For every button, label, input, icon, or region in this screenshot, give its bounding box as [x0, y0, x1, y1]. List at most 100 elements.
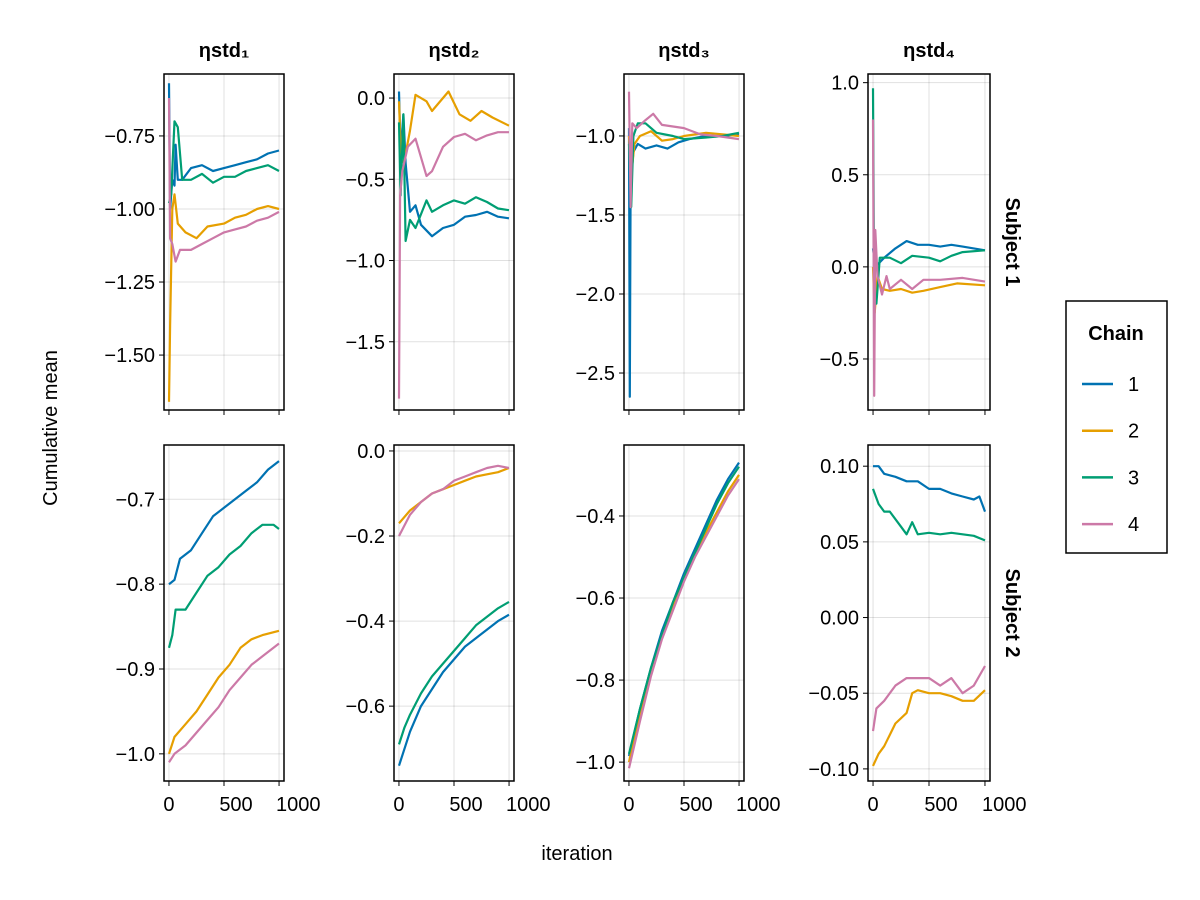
y-tick-label: −2.0	[576, 284, 615, 306]
panel-frame	[867, 73, 991, 411]
legend-item-chain-4: 4	[1082, 514, 1139, 536]
row-title: Subject 2	[1001, 569, 1023, 658]
x-tick-label: 500	[449, 794, 482, 816]
y-tick-label: 0.00	[820, 608, 859, 630]
series-chain-1	[168, 460, 280, 586]
panels: −0.75−1.00−1.25−1.50ηstd₁0.0−0.5−1.0−1.5…	[104, 40, 1026, 816]
panel-r1-c3: −1.0 −1.5 −2.0 −2.5 ηstd₃	[576, 40, 745, 415]
column-title: ηstd₄	[903, 40, 955, 62]
series-chain-3	[167, 120, 280, 204]
y-tick-label: −0.6	[576, 588, 615, 610]
y-tick-label: −0.8	[116, 574, 155, 596]
y-tick-label: −0.4	[346, 611, 385, 633]
legend-item-chain-1: 1	[1082, 374, 1139, 396]
series-chain-4	[398, 464, 510, 537]
y-axis-label: Cumulative mean	[40, 350, 62, 506]
panel-frame	[867, 444, 991, 782]
y-tick-label: −0.6	[346, 696, 385, 718]
y-tick-label: −1.25	[104, 272, 155, 294]
row-title: Subject 1	[1001, 198, 1023, 287]
column-title: ηstd₂	[428, 40, 479, 62]
y-tick-label: 0.0	[357, 441, 385, 463]
panel-r1-c2: 0.0 −0.5 −1.0 −1.5 ηstd₂	[346, 40, 515, 415]
legend-title: Chain	[1088, 323, 1144, 345]
series-chain-4	[871, 119, 986, 397]
column-title: ηstd₃	[658, 40, 709, 62]
y-tick-label: −0.75	[104, 126, 155, 148]
x-axis-label: iteration	[541, 843, 612, 865]
column-title: ηstd₁	[199, 40, 250, 62]
y-tick-label: −0.10	[808, 759, 859, 781]
series-chain-1	[871, 240, 986, 268]
x-tick-label: 1000	[736, 794, 781, 816]
panel-r2-c4: 0.10 0.05 0.00 −0.05 −0.10 0 500 1000 Subject 2	[808, 444, 1027, 816]
legend-label: 4	[1128, 514, 1139, 536]
series-chain-4	[167, 97, 280, 263]
panel-r2-c3: −0.4 −0.6 −0.8 −1.0 0 500 1000	[576, 444, 781, 816]
x-tick-label: 0	[867, 794, 878, 816]
series-chain-1	[397, 613, 510, 767]
x-tick-label: 1000	[276, 794, 321, 816]
y-tick-label: −1.0	[346, 251, 385, 273]
x-tick-label: 0	[393, 794, 404, 816]
y-tick-label: −0.2	[346, 526, 385, 548]
y-tick-label: 0.0	[357, 88, 385, 110]
panel-frame	[623, 444, 745, 782]
y-tick-label: −0.5	[346, 169, 385, 191]
panel-frame	[623, 73, 745, 411]
panel-frame	[163, 444, 285, 782]
series-chain-3	[871, 88, 986, 305]
y-tick-label: −2.5	[576, 363, 615, 385]
y-tick-label: 0.10	[820, 456, 859, 478]
y-tick-label: −1.0	[576, 126, 615, 148]
series-chain-2	[872, 689, 986, 767]
series-chain-4	[871, 665, 986, 732]
series-chain-4	[627, 91, 740, 209]
panel-frame	[163, 73, 285, 411]
x-tick-label: 500	[219, 794, 252, 816]
y-tick-label: 0.05	[820, 532, 859, 554]
series-chain-4	[168, 642, 280, 763]
legend-label: 3	[1128, 467, 1139, 489]
series-chain-1	[167, 83, 280, 211]
y-tick-label: 0.5	[831, 165, 859, 187]
legend-label: 2	[1128, 421, 1139, 443]
y-tick-label: −1.5	[346, 332, 385, 354]
x-tick-label: 1000	[982, 794, 1027, 816]
series-chain-4	[397, 131, 509, 399]
y-tick-label: −0.05	[808, 683, 859, 705]
y-tick-label: −1.50	[104, 345, 155, 367]
x-tick-label: 0	[623, 794, 634, 816]
y-tick-label: −0.4	[576, 506, 615, 528]
y-tick-label: −0.5	[820, 349, 859, 371]
panel-r2-c2: 0.0 −0.2 −0.4 −0.6 0 500 1000	[346, 441, 551, 816]
panel-r1-c1: −0.75 −1.00 −1.25 −1.50 ηstd₁	[104, 40, 285, 415]
panel-frame	[393, 73, 515, 411]
series-chain-3	[871, 488, 986, 542]
y-tick-label: −0.7	[116, 489, 155, 511]
legend-item-chain-3: 3	[1082, 467, 1139, 489]
series-chain-3	[397, 113, 510, 243]
x-tick-label: 1000	[506, 794, 551, 816]
panel-r2-c1: −0.7 −0.8 −0.9 −1.0 0 500 1000	[116, 444, 321, 816]
y-tick-label: 0.0	[831, 257, 859, 279]
y-tick-label: −0.9	[116, 659, 155, 681]
y-tick-label: −1.5	[576, 205, 615, 227]
legend-item-chain-2: 2	[1082, 421, 1139, 443]
y-tick-label: −1.0	[576, 752, 615, 774]
series-chain-4	[627, 478, 740, 769]
y-tick-label: −1.0	[116, 744, 155, 766]
legend-label: 1	[1128, 374, 1139, 396]
series-chain-1	[873, 465, 987, 512]
y-tick-label: −0.8	[576, 670, 615, 692]
legend: Chain 1 2 3 4	[1065, 300, 1168, 554]
x-tick-label: 500	[924, 794, 957, 816]
panel-r1-c4: 1.0 0.5 0.0 −0.5 ηstd₄ Subject 1	[820, 40, 1023, 415]
series-chain-2	[167, 629, 280, 755]
y-tick-label: −1.00	[104, 199, 155, 221]
x-tick-label: 500	[679, 794, 712, 816]
series-chain-3	[627, 466, 740, 755]
series-chain-3	[167, 523, 280, 649]
y-tick-label: 1.0	[831, 73, 859, 95]
